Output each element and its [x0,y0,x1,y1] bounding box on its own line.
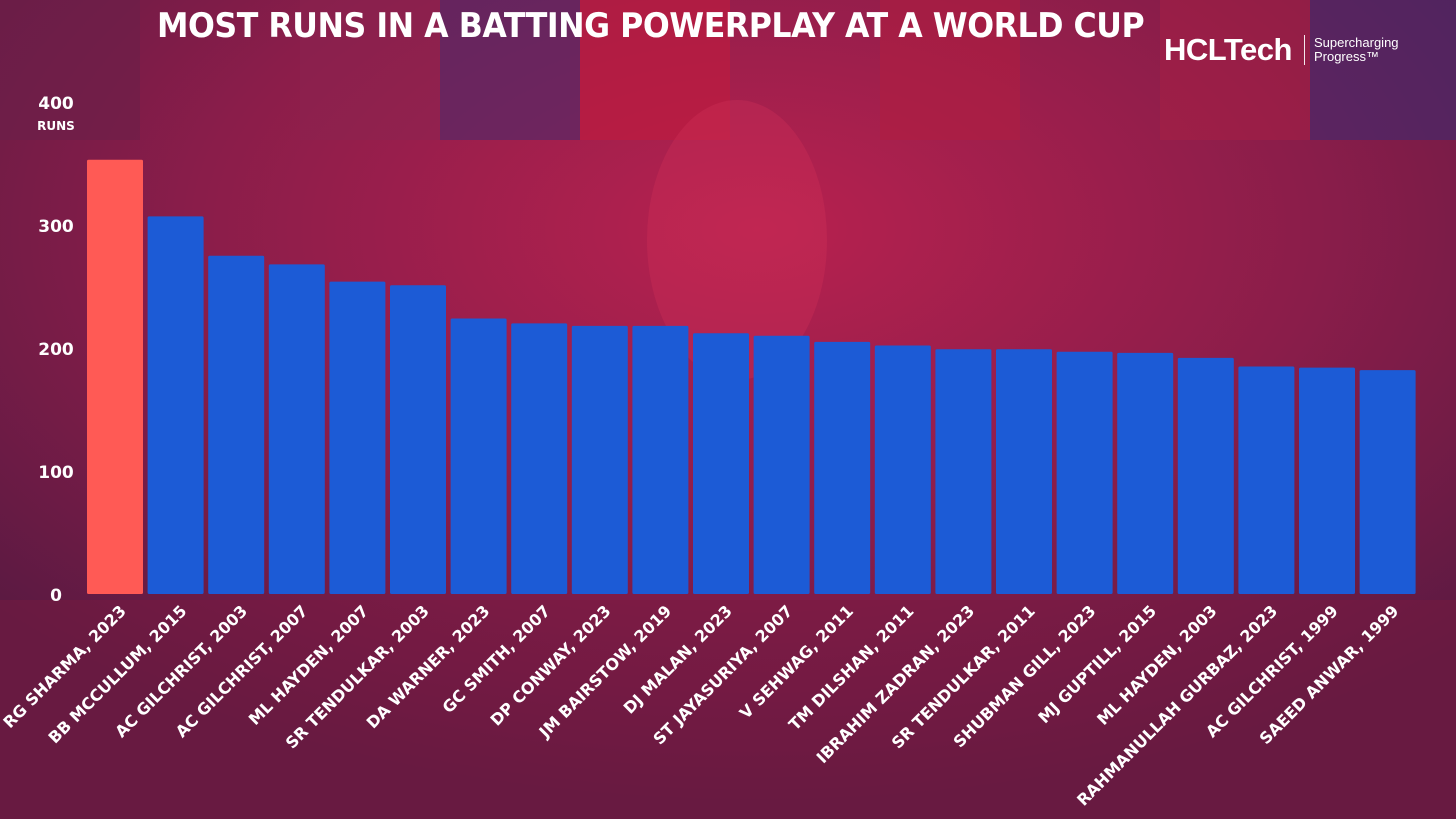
bar [814,341,871,594]
bar [693,333,749,594]
brand-tagline-line2: Progress™ [1313,49,1379,64]
bar [632,325,689,594]
bar [268,264,325,594]
bar [1238,366,1295,594]
brand-tagline-line1: Supercharging [1313,35,1399,50]
y-axis: 0 100 200 300 400 RUNS [37,94,75,606]
bar [996,349,1052,594]
bar [1056,351,1113,594]
bar [1117,352,1174,594]
bar [1359,370,1416,594]
x-category-label: ML HAYDEN, 2007 [245,601,372,728]
y-axis-unit-label: RUNS [37,119,75,133]
bar [753,335,810,594]
y-tick-label: 400 [38,94,74,114]
chart-title: MOST RUNS IN A BATTING POWERPLAY AT A WO… [157,6,1145,46]
bar [450,318,507,594]
x-category-label: DJ MALAN, 2023 [620,601,736,717]
x-category-label: ML HAYDEN, 2003 [1093,601,1220,728]
bar [935,349,992,594]
bar [87,159,143,594]
bar [208,255,265,594]
bar [329,281,386,594]
y-tick-label: 300 [38,217,74,237]
bars [87,159,1416,594]
bar [147,216,204,594]
y-tick-label: 0 [50,586,62,606]
brand-name: HCLTech [1164,32,1292,67]
bar [1177,357,1234,594]
bar [1299,367,1355,594]
x-category-label: GC SMITH, 2007 [439,601,554,716]
bar [874,345,931,594]
x-category-label: V SEHWAG, 2011 [736,601,857,722]
brand-tagline: Supercharging Progress™ [1314,36,1399,64]
brand-logo: HCLTech Supercharging Progress™ [1164,30,1399,70]
brand-divider [1303,35,1305,65]
y-tick-label: 100 [38,463,74,483]
x-category-label: MJ GUPTILL, 2015 [1034,601,1160,727]
x-category-label: DP CONWAY, 2023 [486,601,614,729]
bar [390,285,446,594]
bar [571,325,628,594]
bar [511,323,568,594]
y-tick-label: 200 [38,340,74,360]
